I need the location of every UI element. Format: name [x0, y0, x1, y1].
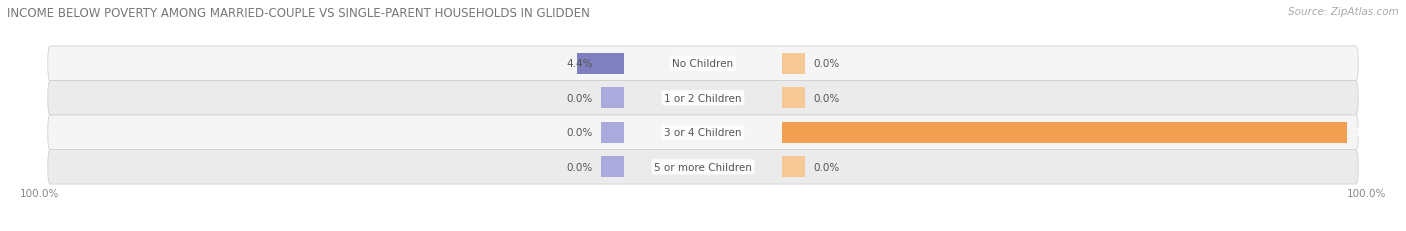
- Bar: [782, 122, 1347, 143]
- Bar: [602, 156, 624, 178]
- Bar: [782, 88, 804, 109]
- Text: 100.0%: 100.0%: [20, 188, 59, 198]
- Bar: [782, 156, 804, 178]
- Text: INCOME BELOW POVERTY AMONG MARRIED-COUPLE VS SINGLE-PARENT HOUSEHOLDS IN GLIDDEN: INCOME BELOW POVERTY AMONG MARRIED-COUPL…: [7, 7, 591, 20]
- Text: 100.0%: 100.0%: [1355, 128, 1395, 138]
- Text: 0.0%: 0.0%: [813, 93, 839, 103]
- FancyBboxPatch shape: [48, 81, 1358, 116]
- Text: 4.4%: 4.4%: [567, 59, 593, 69]
- FancyBboxPatch shape: [48, 47, 1358, 81]
- Bar: [602, 88, 624, 109]
- Text: 3 or 4 Children: 3 or 4 Children: [664, 128, 742, 138]
- Text: 0.0%: 0.0%: [567, 128, 593, 138]
- Text: 0.0%: 0.0%: [813, 162, 839, 172]
- FancyBboxPatch shape: [48, 116, 1358, 150]
- Text: 0.0%: 0.0%: [813, 59, 839, 69]
- Bar: [602, 122, 624, 143]
- Text: 0.0%: 0.0%: [567, 93, 593, 103]
- Text: 5 or more Children: 5 or more Children: [654, 162, 752, 172]
- Bar: [782, 53, 804, 75]
- Text: 100.0%: 100.0%: [1347, 188, 1386, 198]
- Text: Source: ZipAtlas.com: Source: ZipAtlas.com: [1288, 7, 1399, 17]
- Text: 0.0%: 0.0%: [567, 162, 593, 172]
- Bar: [578, 53, 624, 75]
- FancyBboxPatch shape: [48, 150, 1358, 184]
- Text: No Children: No Children: [672, 59, 734, 69]
- Text: 1 or 2 Children: 1 or 2 Children: [664, 93, 742, 103]
